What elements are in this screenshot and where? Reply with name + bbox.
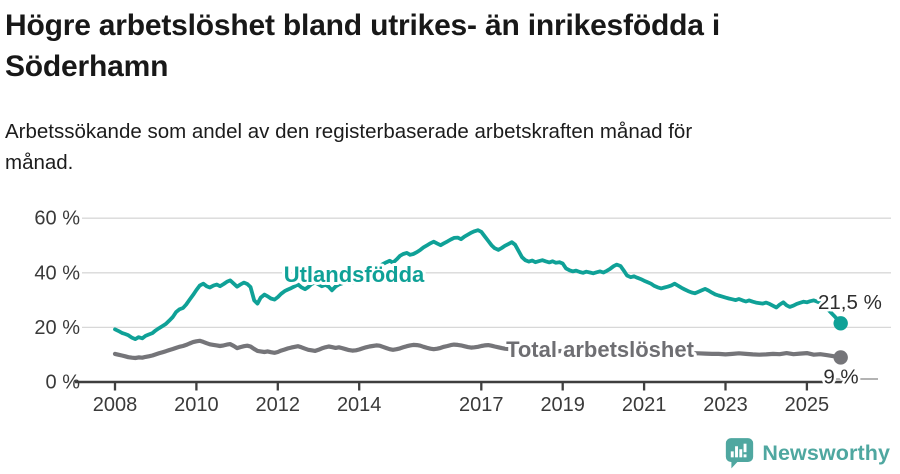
x-tick-label: 2012 <box>256 394 301 416</box>
x-tick-label: 2021 <box>622 394 667 416</box>
newsworthy-logo[interactable]: Newsworthy <box>725 437 890 470</box>
series-line-utlandsfodda <box>113 228 843 341</box>
unemployment-line-chart: 2008 2010 2012 2014 2017 2019 2021 2023 2025 0 % 2… <box>34 208 891 416</box>
newsworthy-logo-icon <box>726 438 754 469</box>
y-tick-label: 60 % <box>34 208 80 230</box>
x-tick-label: 2025 <box>785 394 830 416</box>
newsworthy-logo-text: Newsworthy <box>762 441 890 465</box>
endpoint-dot-total <box>833 350 848 365</box>
end-value-label: 9 % <box>823 366 858 389</box>
end-value-label: 21,5 % <box>818 291 882 314</box>
x-tick-label: 2008 <box>93 394 138 416</box>
endpoint-dot-utlandsfodda <box>833 316 848 331</box>
chart-subtitle: Arbetssökande som andel av den registerb… <box>5 120 693 174</box>
x-tick-label: 2017 <box>459 394 504 416</box>
x-tick-label: 2019 <box>540 394 585 416</box>
series-label-total: Total arbetslöshet <box>506 337 695 362</box>
chart-title: Högre arbetslöshet bland utrikes- än inr… <box>5 9 720 83</box>
y-tick-label: 0 % <box>46 372 81 394</box>
x-tick-label: 2023 <box>703 394 748 416</box>
x-tick-label: 2010 <box>174 394 219 416</box>
y-tick-label: 20 % <box>34 317 80 339</box>
x-tick-label: 2014 <box>337 394 382 416</box>
series-label-utlandsfodda: Utlandsfödda <box>284 262 425 287</box>
y-tick-label: 40 % <box>34 262 80 284</box>
series-line-total <box>112 338 843 361</box>
